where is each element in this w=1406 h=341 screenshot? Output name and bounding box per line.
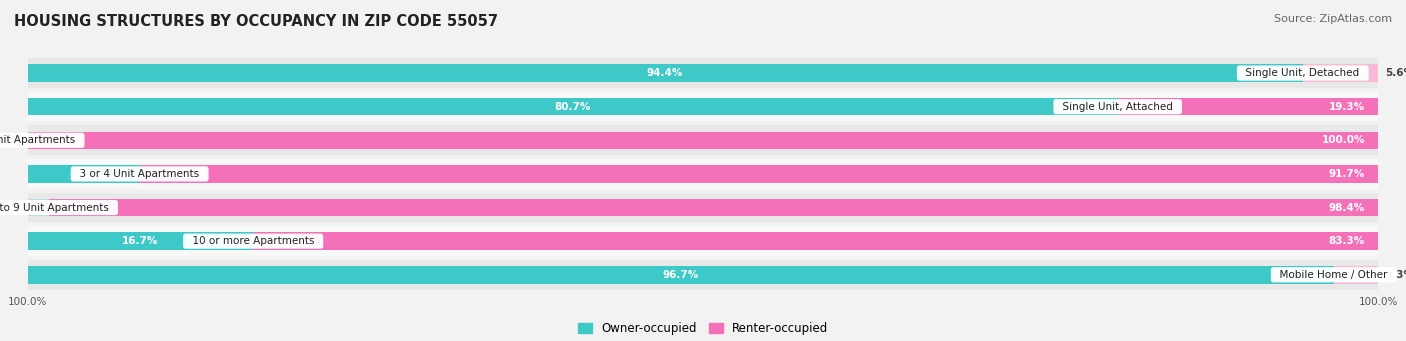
Text: HOUSING STRUCTURES BY OCCUPANCY IN ZIP CODE 55057: HOUSING STRUCTURES BY OCCUPANCY IN ZIP C… xyxy=(14,14,498,29)
Bar xyxy=(28,92,1378,121)
Bar xyxy=(253,233,1378,250)
Text: 10 or more Apartments: 10 or more Apartments xyxy=(186,236,321,246)
Bar xyxy=(28,159,1378,189)
Text: 8.3%: 8.3% xyxy=(69,169,98,179)
Bar xyxy=(1334,266,1378,283)
Bar xyxy=(28,233,253,250)
Text: 2 Unit Apartments: 2 Unit Apartments xyxy=(0,135,82,145)
Bar xyxy=(28,193,1378,222)
Text: 1.6%: 1.6% xyxy=(14,203,42,212)
Bar xyxy=(28,58,1378,88)
Text: 3.3%: 3.3% xyxy=(1385,270,1406,280)
Bar xyxy=(28,132,1378,149)
Bar xyxy=(28,165,139,183)
Text: Single Unit, Attached: Single Unit, Attached xyxy=(1056,102,1180,112)
Bar xyxy=(28,226,1378,256)
Text: Mobile Home / Other: Mobile Home / Other xyxy=(1274,270,1395,280)
Bar xyxy=(28,125,1378,155)
Text: 5 to 9 Unit Apartments: 5 to 9 Unit Apartments xyxy=(0,203,115,212)
Bar xyxy=(28,199,49,216)
Bar xyxy=(28,64,1303,82)
Text: 94.4%: 94.4% xyxy=(647,68,683,78)
Text: Source: ZipAtlas.com: Source: ZipAtlas.com xyxy=(1274,14,1392,24)
Text: 91.7%: 91.7% xyxy=(1329,169,1365,179)
Text: 100.0%: 100.0% xyxy=(1322,135,1365,145)
Bar xyxy=(1118,98,1378,115)
Bar xyxy=(1303,64,1378,82)
Bar xyxy=(139,165,1378,183)
Text: 16.7%: 16.7% xyxy=(122,236,159,246)
Text: 83.3%: 83.3% xyxy=(1329,236,1365,246)
Legend: Owner-occupied, Renter-occupied: Owner-occupied, Renter-occupied xyxy=(572,317,834,340)
Bar xyxy=(28,260,1378,290)
Bar xyxy=(28,98,1118,115)
Text: 80.7%: 80.7% xyxy=(554,102,591,112)
Text: 98.4%: 98.4% xyxy=(1329,203,1365,212)
Text: 5.6%: 5.6% xyxy=(1385,68,1406,78)
Text: 96.7%: 96.7% xyxy=(662,270,699,280)
Text: 0.0%: 0.0% xyxy=(0,135,21,145)
Bar xyxy=(49,199,1378,216)
Text: Single Unit, Detached: Single Unit, Detached xyxy=(1240,68,1367,78)
Text: 3 or 4 Unit Apartments: 3 or 4 Unit Apartments xyxy=(73,169,207,179)
Bar xyxy=(28,266,1334,283)
Text: 19.3%: 19.3% xyxy=(1329,102,1365,112)
